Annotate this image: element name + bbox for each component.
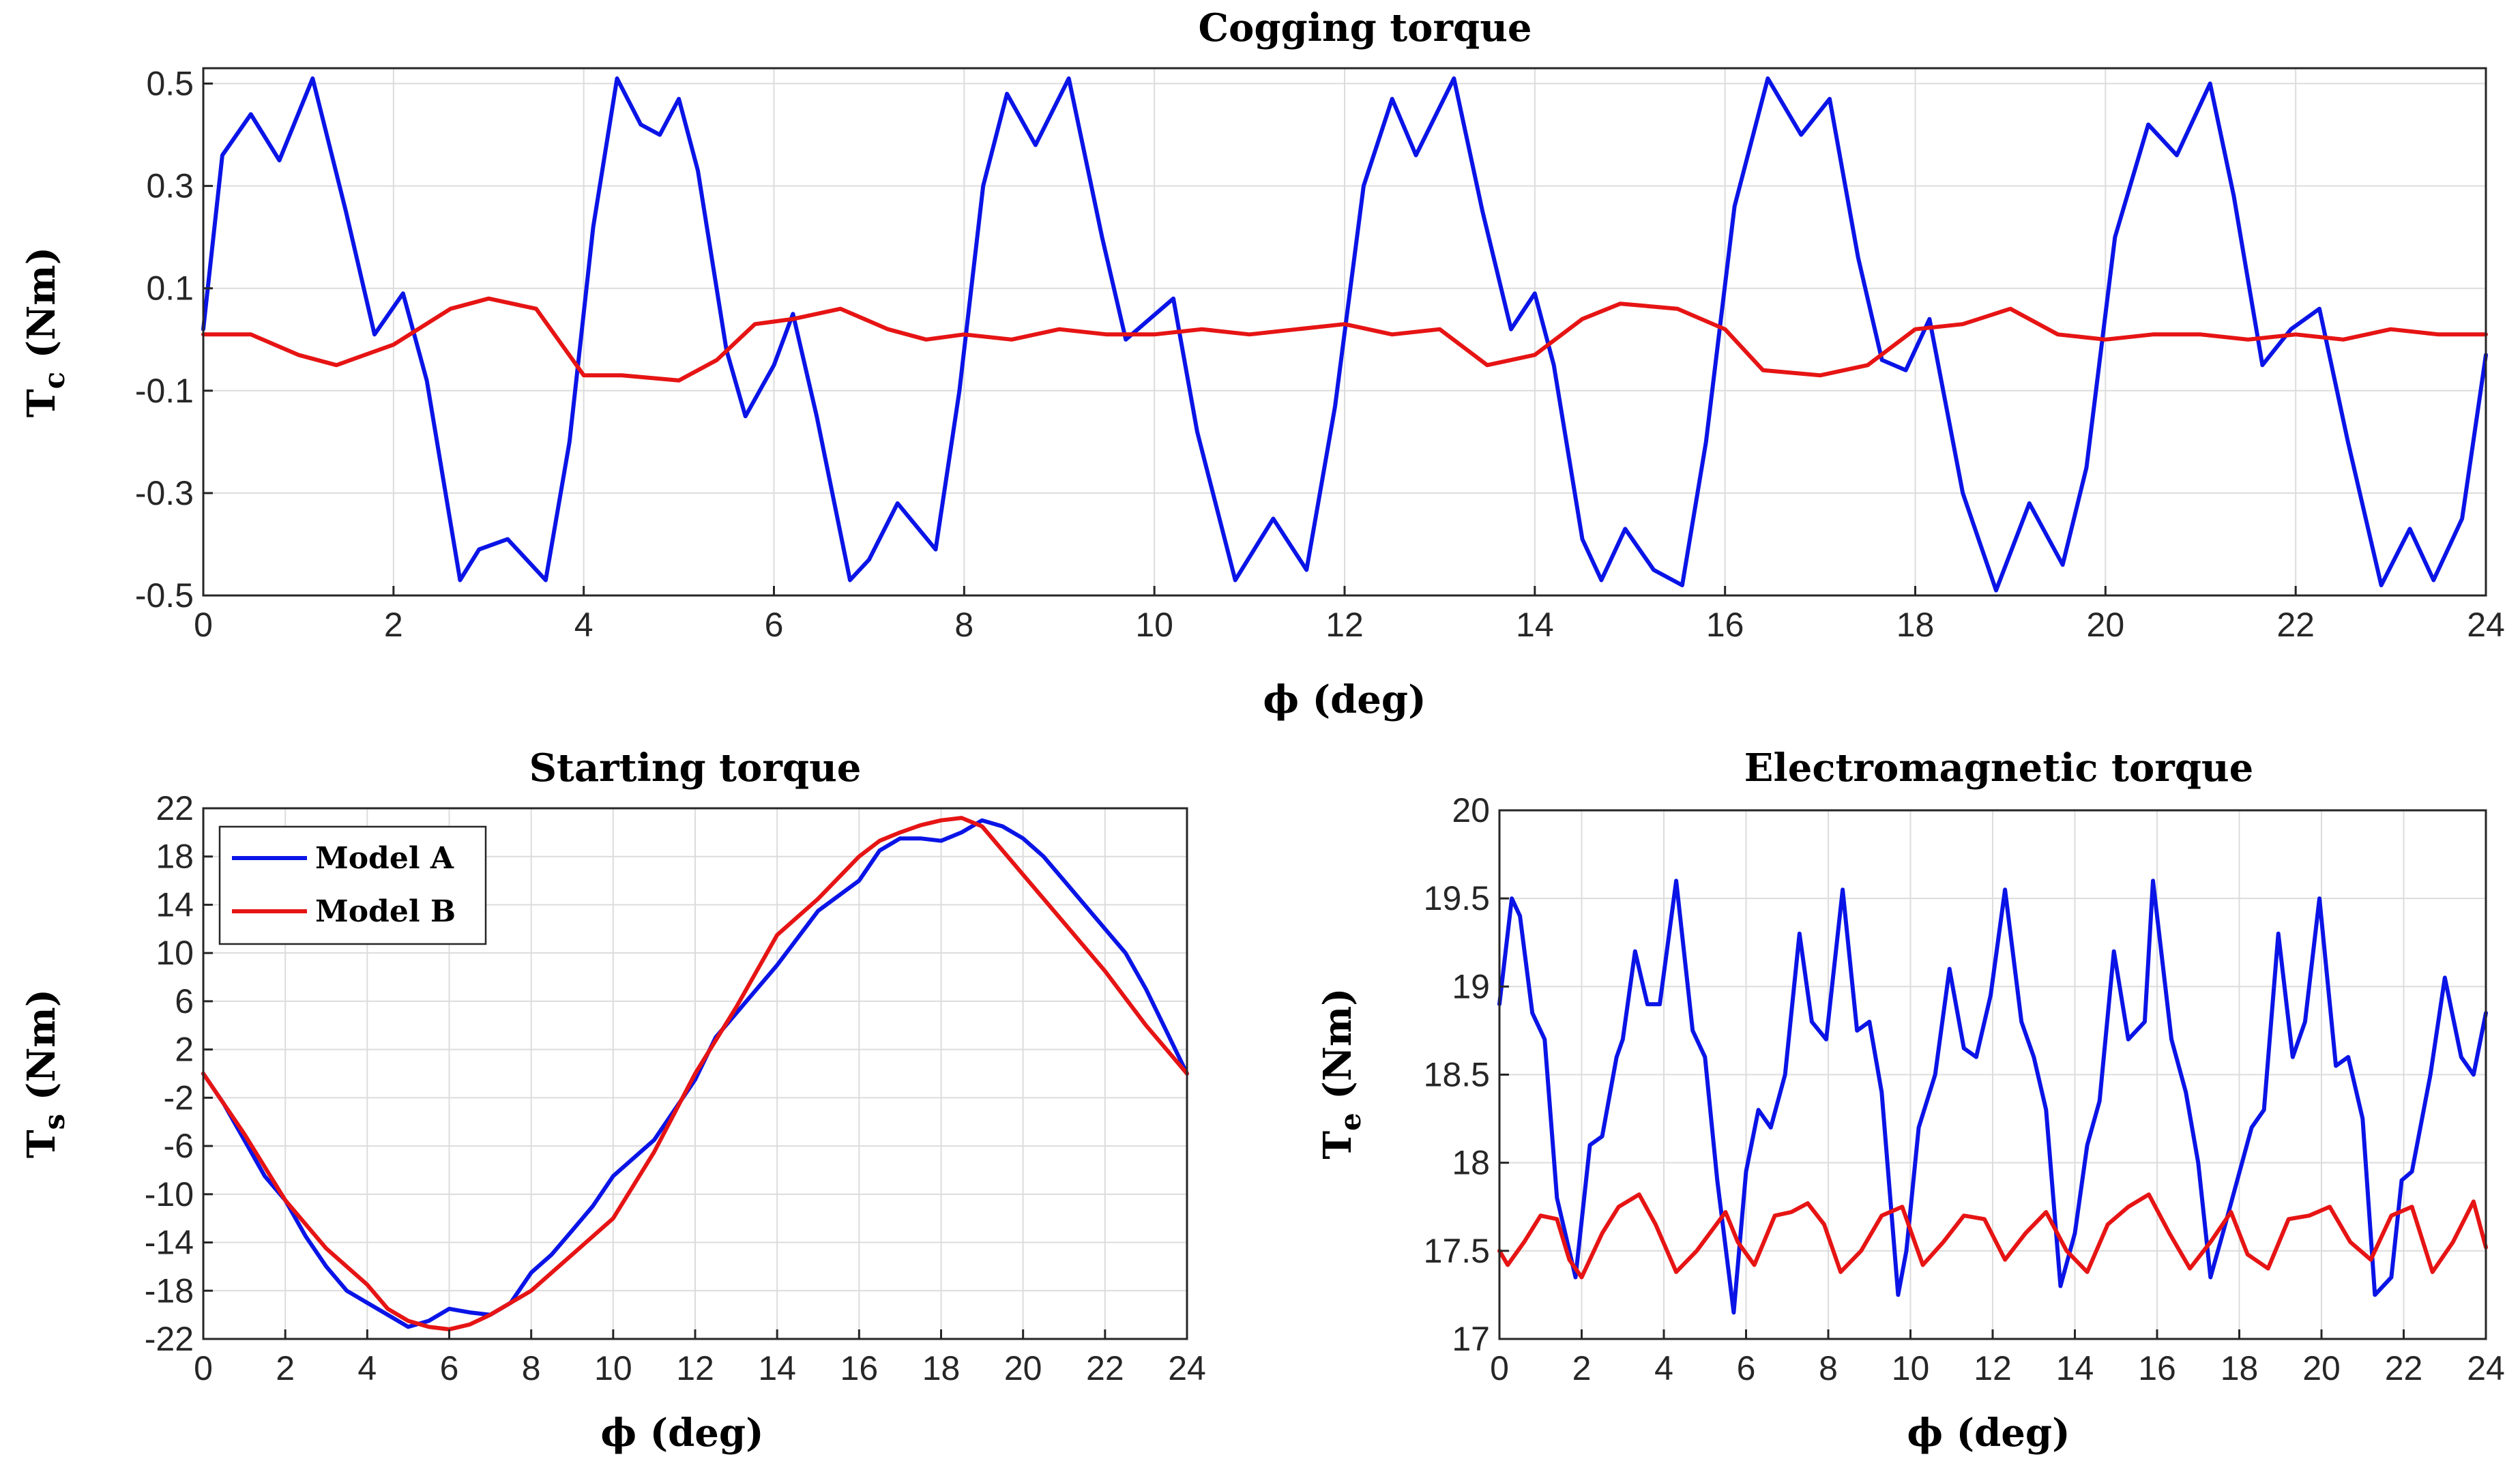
starting-y-tick-label: -18 (145, 1271, 194, 1310)
cogging-x-tick-label: 2 (384, 606, 403, 644)
cogging-y-tick-label: -0.1 (135, 372, 194, 410)
starting-x-tick-label: 18 (922, 1349, 961, 1387)
electromagnetic-series-model-b (1497, 1192, 2488, 1280)
electromagnetic-x-tick-label: 22 (2385, 1349, 2423, 1387)
starting-title: Starting torque (529, 746, 862, 791)
starting-x-tick-label: 4 (357, 1349, 377, 1387)
cogging-x-tick-label: 18 (1896, 606, 1935, 644)
starting-y-tick-label: -22 (145, 1320, 194, 1358)
cogging-y-tick-label: 0.3 (146, 167, 194, 205)
cogging-y-tick-label: 0.1 (146, 269, 194, 308)
cogging-x-tick-label: 14 (1516, 606, 1554, 644)
electromagnetic-ticks: 0 2 4 6 8 10 12 14 16 18 20 22 242019.51918.51817.51… (1424, 791, 2505, 1387)
electromagnetic-x-tick-label: 12 (1974, 1349, 2012, 1387)
starting-x-axis-label: ϕ (deg) (600, 1411, 763, 1456)
starting-y-tick-label: -10 (145, 1175, 194, 1213)
starting-x-tick-label: 16 (840, 1349, 879, 1387)
legend-box (218, 825, 487, 945)
cogging-y-tick-label: 0.5 (146, 65, 194, 103)
starting-x-tick-label: 12 (676, 1349, 714, 1387)
starting-series (201, 816, 1189, 1331)
starting-x-tick-label: 6 (440, 1349, 459, 1387)
cogging-x-tick-label: 12 (1325, 606, 1364, 644)
electromagnetic-x-tick-label: 16 (2138, 1349, 2176, 1387)
starting-y-tick-label: 22 (156, 789, 194, 827)
starting-x-tick-label: 2 (276, 1349, 295, 1387)
electromagnetic-torque-panel: Electromagnetic torque 0 2 4 6 8 10 12 14 16 18 20… (1315, 746, 2505, 1456)
electromagnetic-y-tick-label: 18 (1452, 1144, 1490, 1182)
legend-label-model-a: Model A (315, 841, 454, 876)
electromagnetic-y-tick-label: 17 (1452, 1320, 1490, 1358)
starting-y-tick-label: 10 (156, 934, 194, 972)
cogging-x-tick-label: 20 (2087, 606, 2125, 644)
cogging-x-axis-label: ϕ (deg) (1263, 677, 1426, 722)
cogging-x-tick-label: 0 (194, 606, 213, 644)
cogging-title: Cogging torque (1198, 5, 1532, 50)
cogging-series-model-a (201, 76, 2488, 593)
electromagnetic-x-tick-label: 18 (2221, 1349, 2259, 1387)
starting-y-tick-label: 18 (156, 838, 194, 876)
electromagnetic-x-tick-label: 4 (1654, 1349, 1673, 1387)
electromagnetic-x-tick-label: 24 (2467, 1349, 2505, 1387)
electromagnetic-y-tick-label: 19 (1452, 967, 1490, 1005)
electromagnetic-x-tick-label: 8 (1819, 1349, 1838, 1387)
starting-y-tick-label: -6 (164, 1127, 194, 1165)
electromagnetic-x-tick-label: 14 (2056, 1349, 2094, 1387)
starting-x-tick-label: 22 (1086, 1349, 1124, 1387)
electromagnetic-y-tick-label: 19.5 (1424, 879, 1490, 917)
cogging-x-tick-label: 8 (954, 606, 973, 644)
electromagnetic-x-tick-label: 6 (1737, 1349, 1756, 1387)
starting-y-axis-label: Ts (Nm) (19, 989, 71, 1158)
starting-y-tick-label: 2 (175, 1031, 194, 1069)
starting-x-tick-label: 20 (1004, 1349, 1042, 1387)
cogging-series (201, 76, 2488, 593)
cogging-y-axis-label: Tc (Nm) (19, 247, 71, 417)
electromagnetic-y-tick-label: 17.5 (1424, 1232, 1490, 1270)
electromagnetic-y-tick-label: 20 (1452, 791, 1490, 829)
starting-y-tick-label: 14 (156, 885, 194, 924)
starting-y-tick-label: -14 (145, 1224, 194, 1262)
cogging-x-tick-label: 10 (1135, 606, 1173, 644)
electromagnetic-x-axis-label: ϕ (deg) (1907, 1411, 2070, 1456)
starting-ticks: 0 2 4 6 8 10 12 14 16 18 20 22 242218141062-2-6-10-1… (145, 789, 1206, 1387)
electromagnetic-x-tick-label: 20 (2302, 1349, 2341, 1387)
cogging-torque-panel: Cogging torque 0 2 4 6 8 10 12 14 16 18 20 22 240.50… (19, 5, 2505, 722)
cogging-x-tick-label: 16 (1706, 606, 1744, 644)
starting-legend: Model A Model B (218, 825, 487, 945)
electromagnetic-title: Electromagnetic torque (1744, 746, 2253, 791)
starting-series-model-b (201, 816, 1189, 1331)
electromagnetic-y-axis-label: Te (Nm) (1315, 988, 1367, 1159)
cogging-x-tick-label: 24 (2467, 606, 2505, 644)
cogging-y-tick-label: -0.3 (135, 474, 194, 512)
starting-torque-panel: Starting torque 0 2 4 6 8 10 12 14 16 18 20 22 24221… (19, 746, 1206, 1456)
electromagnetic-x-tick-label: 10 (1892, 1349, 1930, 1387)
starting-x-tick-label: 14 (758, 1349, 796, 1387)
starting-x-tick-label: 24 (1168, 1349, 1206, 1387)
electromagnetic-y-tick-label: 18.5 (1424, 1056, 1490, 1094)
cogging-y-tick-label: -0.5 (135, 576, 194, 615)
starting-x-tick-label: 8 (522, 1349, 541, 1387)
cogging-x-tick-label: 6 (765, 606, 784, 644)
electromagnetic-x-tick-label: 0 (1490, 1349, 1509, 1387)
cogging-x-tick-label: 4 (574, 606, 594, 644)
electromagnetic-series (1497, 879, 2488, 1315)
cogging-ticks: 0 2 4 6 8 10 12 14 16 18 20 22 240.50.30.1-0.1-0.3-0… (135, 65, 2505, 644)
starting-y-tick-label: -2 (164, 1078, 194, 1117)
starting-x-tick-label: 0 (194, 1349, 213, 1387)
starting-y-tick-label: 6 (175, 982, 194, 1020)
cogging-x-tick-label: 22 (2276, 606, 2315, 644)
cogging-series-model-b (201, 296, 2488, 383)
electromagnetic-x-tick-label: 2 (1572, 1349, 1592, 1387)
electromagnetic-series-model-a (1497, 879, 2488, 1315)
legend-label-model-b: Model B (315, 894, 456, 929)
starting-x-tick-label: 10 (594, 1349, 632, 1387)
